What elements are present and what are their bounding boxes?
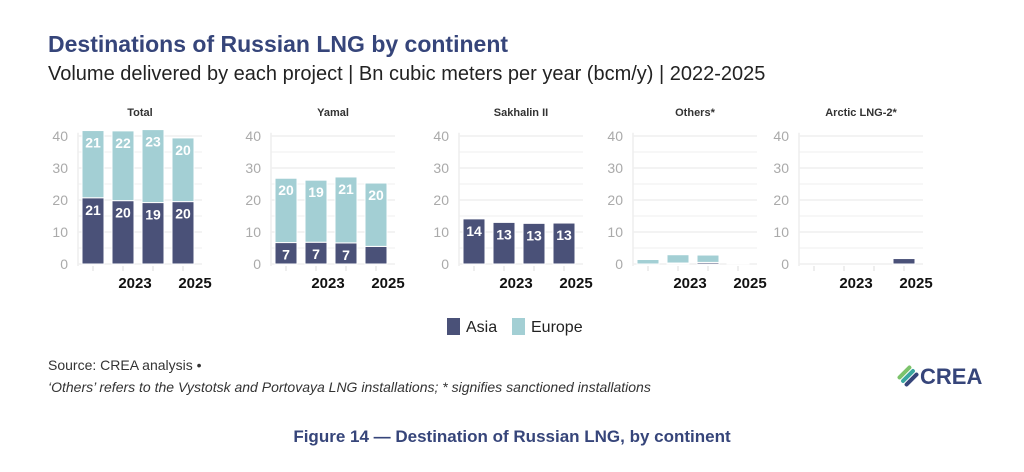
bar-asia-2024 [522,222,546,265]
panel-title: Arctic LNG-2* [825,107,897,119]
chart-subtitle: Volume delivered by each project | Bn cu… [48,63,765,85]
y-tick-label: 10 [245,224,261,240]
y-tick-label: 0 [253,256,261,272]
legend-swatch-europe [512,318,525,335]
bar-europe-2024 [696,254,720,263]
y-tick-label: 10 [773,224,789,240]
y-tick-label: 20 [52,192,68,208]
data-label: 21 [85,135,101,151]
data-label: 21 [338,181,354,197]
y-tick-label: 40 [52,128,68,144]
y-tick-label: 40 [433,128,449,144]
panel-others-: Others* 0 10 20 30 40 2023 2025 [607,107,766,292]
legend: Asia Europe [447,318,583,336]
panel-title: Sakhalin II [494,107,548,119]
data-label: 13 [496,226,512,242]
x-tick-label: 2023 [839,275,872,292]
bar-asia-2025 [552,222,576,265]
data-label: 20 [175,142,191,158]
y-tick-label: 40 [245,128,261,144]
bar-europe-2023 [304,179,328,243]
legend-label-asia: Asia [466,319,497,336]
x-tick-label: 2025 [899,275,932,292]
y-tick-label: 30 [433,160,449,176]
data-label: 20 [278,182,294,198]
y-tick-label: 30 [607,160,623,176]
bar-asia-2023 [492,221,516,265]
data-label: 19 [145,207,161,223]
y-tick-label: 40 [773,128,789,144]
legend-label-europe: Europe [531,319,583,336]
data-label: 13 [556,227,572,243]
y-tick-label: 10 [433,224,449,240]
bar-europe-2022 [274,177,298,244]
data-label: 21 [85,202,101,218]
bar-europe-2022 [81,130,105,199]
y-tick-label: 0 [441,256,449,272]
bar-asia-2025 [364,245,388,265]
y-tick-label: 0 [60,256,68,272]
x-tick-label: 2025 [371,275,404,292]
x-tick-label: 2023 [499,275,532,292]
y-tick-label: 10 [607,224,623,240]
bar-europe-2025 [171,137,195,203]
bar-europe-2024 [141,129,165,204]
panel-yamal: Yamal 0 10 20 30 40 7 20 2023 7 19 7 21 2025 20 [245,107,404,292]
panel-title: Total [127,107,152,119]
panel-sakhalin-ii: Sakhalin II 0 10 20 30 40 14 2023 13 13 2025 13 [433,107,592,292]
panel-arctic-lng-2-: Arctic LNG-2* 0 10 20 30 40 2023 2025 [773,107,932,292]
data-label: 7 [282,247,290,263]
data-label: 20 [368,187,384,203]
y-tick-label: 30 [52,160,68,176]
y-tick-label: 40 [607,128,623,144]
logo-mark-icon [897,365,919,387]
x-tick-label: 2025 [733,275,766,292]
y-tick-label: 20 [773,192,789,208]
source-text: Source: CREA analysis • [48,357,202,373]
data-label: 20 [115,205,131,221]
bar-asia-2022 [462,218,486,265]
x-tick-label: 2025 [559,275,592,292]
chart-title: Destinations of Russian LNG by continent [48,31,508,57]
bar-europe-2025 [364,182,388,247]
y-tick-label: 20 [245,192,261,208]
data-label: 20 [175,206,191,222]
y-tick-label: 0 [781,256,789,272]
y-tick-label: 20 [433,192,449,208]
panel-total: Total 0 10 20 30 40 21 21 2023 20 22 19 23 2025 20 20 [52,107,211,292]
x-tick-label: 2023 [118,275,151,292]
data-label: 13 [526,227,542,243]
panel-title: Others* [675,107,715,119]
y-tick-label: 30 [773,160,789,176]
legend-swatch-asia [447,318,460,335]
y-tick-label: 0 [615,256,623,272]
data-label: 22 [115,135,131,151]
y-tick-label: 20 [607,192,623,208]
x-tick-label: 2023 [311,275,344,292]
bar-europe-2023 [111,130,135,202]
x-tick-label: 2025 [178,275,211,292]
data-label: 14 [466,223,482,239]
bar-europe-2023 [666,254,690,264]
panel-title: Yamal [317,107,349,119]
figure-caption: Figure 14 — Destination of Russian LNG, … [293,427,731,446]
footnote: ‘Others’ refers to the Vystotsk and Port… [48,379,651,395]
y-tick-label: 10 [52,224,68,240]
x-tick-label: 2023 [673,275,706,292]
y-tick-label: 30 [245,160,261,176]
data-label: 7 [312,246,320,262]
crea-logo: CREA [897,364,982,389]
bar-asia-2025 [892,258,916,265]
data-label: 23 [145,134,161,150]
data-label: 7 [342,247,350,263]
data-label: 19 [308,184,324,200]
bar-europe-2022 [636,259,660,265]
bar-europe-2024 [334,176,358,244]
logo-text: CREA [920,364,982,389]
